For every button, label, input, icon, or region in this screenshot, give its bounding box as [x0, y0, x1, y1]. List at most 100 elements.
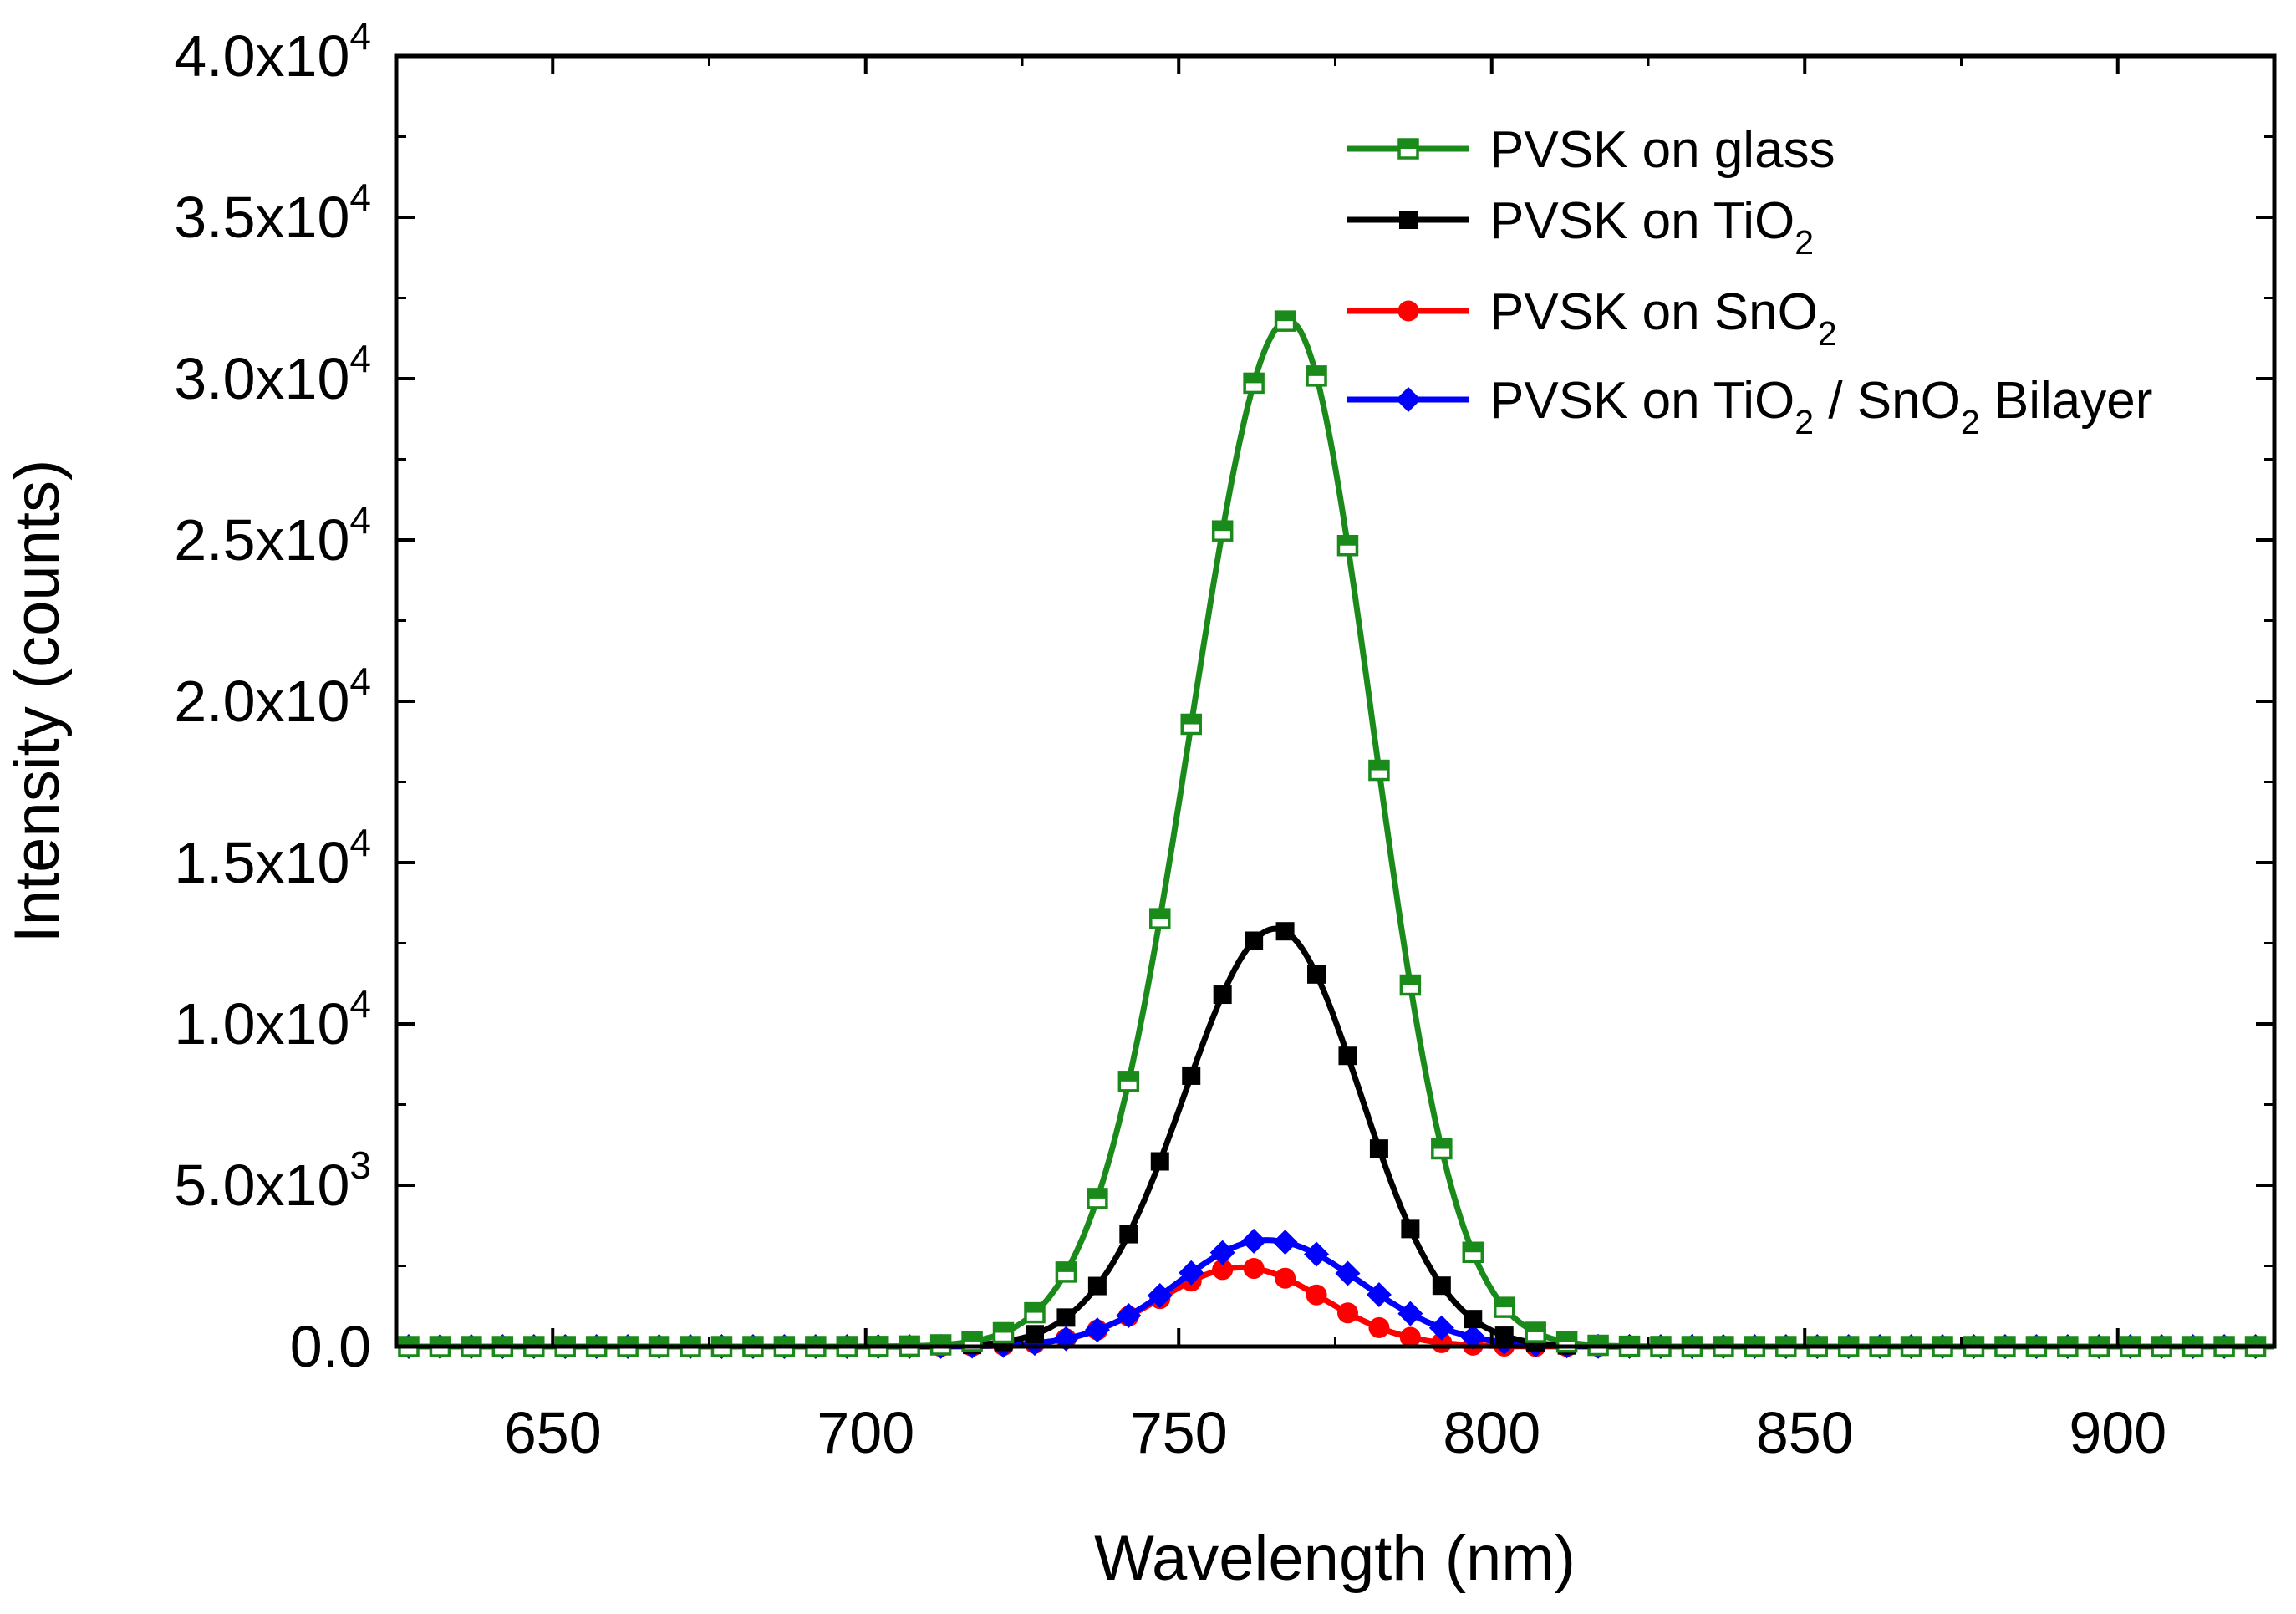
y-tick-mantissa: 2.5x10: [174, 507, 349, 573]
data-point: [1336, 534, 1359, 557]
data-point: [1272, 1230, 1298, 1255]
data-point: [1119, 1225, 1138, 1244]
data-point: [1525, 1321, 1546, 1343]
y-tick-exponent: 4: [349, 821, 371, 864]
data-point: [1368, 759, 1390, 782]
y-tick-label: 5.0x103: [174, 1143, 371, 1218]
y-tick-exponent: 4: [349, 982, 371, 1026]
legend-label-part-2: / SnO: [1814, 372, 1961, 430]
data-point: [1117, 1071, 1140, 1092]
legend-label: PVSK on SnO2: [1489, 283, 1837, 353]
data-point: [1306, 1284, 1327, 1306]
data-point: [1241, 1228, 1267, 1254]
legend-label-part-1: 2: [1795, 403, 1814, 441]
legend-marker: [1397, 300, 1419, 322]
legend-label-part-3: 2: [1961, 403, 1980, 441]
data-point: [1274, 310, 1296, 332]
data-point: [1149, 908, 1171, 929]
data-point: [1494, 1326, 1514, 1346]
y-tick-label: 1.0x104: [174, 982, 371, 1056]
data-point: [1084, 1317, 1110, 1343]
y-tick-mantissa: 2.0x10: [174, 669, 349, 734]
data-point: [1306, 365, 1327, 387]
data-point: [1209, 1240, 1235, 1265]
legend-label: PVSK on TiO2: [1489, 192, 1814, 262]
y-tick-mantissa: 4.0x10: [174, 23, 349, 89]
legend-entry-2: PVSK on SnO2: [1347, 283, 1837, 353]
y-axis: 0.05.0x1031.0x1041.5x1042.0x1042.5x1043.…: [174, 14, 2274, 1379]
legend-marker: [1399, 211, 1418, 229]
data-point: [1025, 1325, 1044, 1344]
y-tick-mantissa: 1.0x10: [174, 991, 349, 1056]
data-point: [1245, 931, 1264, 950]
data-point: [1369, 1139, 1388, 1158]
data-point: [1056, 1308, 1076, 1327]
y-tick-mantissa: 0.0: [290, 1314, 371, 1379]
data-point: [1275, 922, 1295, 941]
legend-label-part-1: 2: [1795, 223, 1814, 262]
data-point: [1211, 520, 1234, 542]
data-point: [1182, 1066, 1201, 1085]
y-tick-label: 3.0x104: [174, 337, 371, 411]
data-point: [1087, 1276, 1107, 1296]
data-point: [1024, 1301, 1046, 1324]
x-tick-label: 800: [1443, 1400, 1540, 1465]
data-point: [1243, 1258, 1265, 1280]
legend-entry-1: PVSK on TiO2: [1347, 192, 1814, 262]
legend-entry-3: PVSK on TiO2 / SnO2 Bilayer: [1347, 372, 2152, 441]
data-point: [1304, 1241, 1330, 1267]
legend-label-part-0: PVSK on SnO: [1489, 283, 1818, 341]
y-tick-label: 0.0: [290, 1314, 371, 1379]
x-tick-label: 700: [817, 1400, 914, 1465]
y-tick-mantissa: 3.5x10: [174, 185, 349, 250]
y-tick-label: 3.5x104: [174, 176, 371, 250]
data-point: [1055, 1261, 1077, 1283]
x-tick-label: 650: [504, 1400, 602, 1465]
data-point: [1431, 1138, 1453, 1160]
y-tick-mantissa: 5.0x10: [174, 1153, 349, 1218]
data-point: [1336, 1302, 1358, 1324]
data-point: [1366, 1281, 1392, 1307]
data-point: [1147, 1283, 1173, 1309]
legend-label-part-0: PVSK on TiO: [1489, 192, 1795, 250]
x-axis: 650 700 750 800 850 900: [395, 56, 2166, 1465]
data-point: [1307, 965, 1326, 984]
x-tick-label: 850: [1756, 1400, 1854, 1465]
y-tick-exponent: 3: [349, 1143, 371, 1187]
data-point: [1368, 1316, 1390, 1338]
data-point: [1150, 1152, 1169, 1171]
legend-label-part-0: PVSK on TiO: [1489, 372, 1795, 430]
y-tick-mantissa: 1.5x10: [174, 830, 349, 895]
x-axis-title: Wavelength (nm): [1094, 1523, 1576, 1594]
data-point: [1116, 1302, 1142, 1328]
data-point: [1401, 1219, 1420, 1239]
y-axis-title: Intensity (counts): [2, 460, 73, 944]
data-point: [992, 1321, 1015, 1344]
y-tick-exponent: 4: [349, 176, 371, 219]
legend-label: PVSK on glass: [1489, 121, 1835, 179]
data-point: [1338, 1046, 1357, 1066]
data-point: [1213, 985, 1232, 1005]
x-tick-label: 900: [2069, 1400, 2166, 1465]
data-point: [1462, 1241, 1484, 1263]
y-tick-exponent: 4: [349, 337, 371, 380]
data-point: [1432, 1276, 1451, 1296]
y-tick-exponent: 4: [349, 659, 371, 703]
y-tick-label: 2.0x104: [174, 659, 371, 734]
data-point: [1275, 1267, 1296, 1289]
y-tick-label: 2.5x104: [174, 498, 371, 573]
data-point: [1428, 1315, 1454, 1341]
data-point: [1087, 1188, 1108, 1209]
y-tick-exponent: 4: [349, 498, 371, 542]
y-tick-label: 1.5x104: [174, 821, 371, 895]
y-tick-exponent: 4: [349, 14, 371, 58]
legend-entry-0: PVSK on glass: [1347, 121, 1835, 179]
legend-label: PVSK on TiO2 / SnO2 Bilayer: [1489, 372, 2152, 441]
data-point: [1493, 1296, 1515, 1318]
legend-marker: [1397, 138, 1419, 160]
y-tick-label: 4.0x104: [174, 14, 371, 89]
x-tick-label: 750: [1130, 1400, 1228, 1465]
y-tick-mantissa: 3.0x10: [174, 346, 349, 411]
